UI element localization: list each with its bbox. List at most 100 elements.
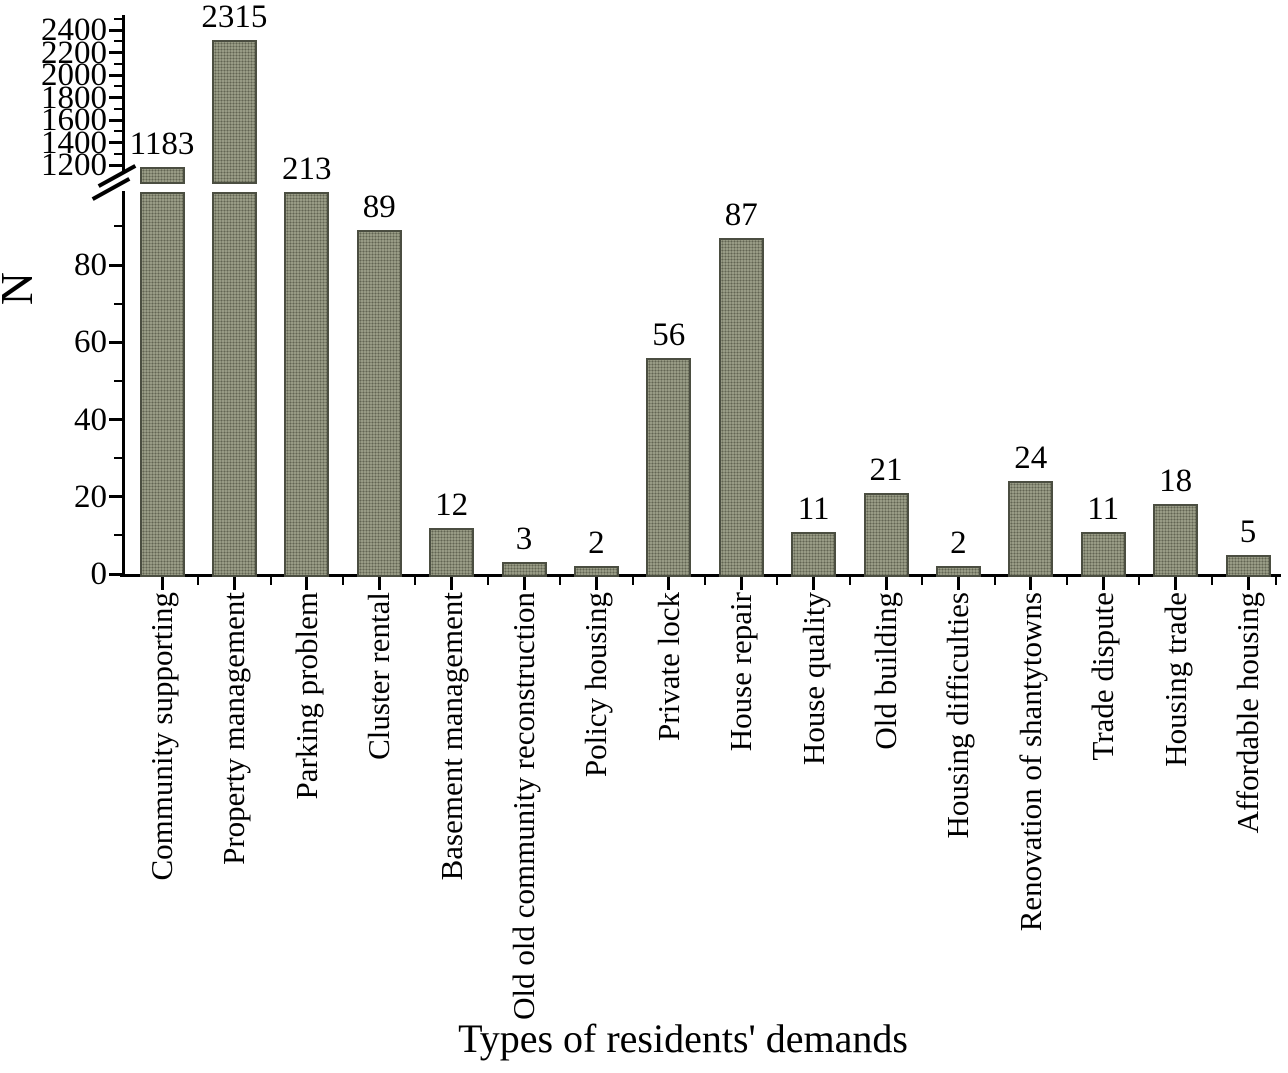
x-major-tick [232, 577, 236, 590]
y-minor-tick [114, 152, 122, 155]
y-major-tick [109, 141, 122, 144]
y-major-tick [109, 51, 122, 54]
x-minor-tick [1210, 577, 1213, 585]
x-minor-tick [631, 577, 634, 585]
x-major-tick [160, 577, 164, 590]
x-minor-tick [342, 577, 344, 585]
x-category-label: Private lock [650, 592, 686, 741]
x-major-tick [739, 577, 743, 590]
bar-segment [646, 357, 692, 577]
bar-segment [356, 230, 402, 577]
x-major-tick [522, 577, 526, 590]
y-tick-label: 60 [74, 324, 107, 361]
x-major-tick [450, 577, 454, 590]
x-minor-tick [993, 577, 996, 585]
y-minor-tick [114, 534, 122, 537]
bar-value-label: 11 [1087, 490, 1120, 527]
x-minor-tick [1138, 577, 1141, 585]
bar-segment [429, 527, 475, 577]
x-major-tick [1029, 577, 1033, 590]
x-major-tick [956, 577, 960, 590]
y-minor-tick [114, 40, 122, 43]
x-minor-tick [1275, 577, 1277, 585]
bar-segment [935, 566, 981, 577]
x-minor-tick [1066, 577, 1068, 585]
x-category-label: House repair [723, 592, 759, 752]
bar-value-label: 89 [362, 189, 396, 226]
x-category-label: Parking problem [288, 592, 324, 800]
x-minor-tick [704, 577, 706, 585]
bar-segment [211, 192, 257, 577]
bar-segment [718, 237, 764, 577]
y-major-tick [109, 118, 122, 122]
y-tick-label: 1200 [41, 147, 107, 183]
y-minor-tick [114, 17, 122, 20]
bar-value-label: 87 [724, 196, 758, 233]
y-tick-label: 0 [90, 556, 108, 592]
y-tick-label: 2000 [41, 57, 107, 93]
x-major-tick [305, 577, 309, 590]
x-category-label: Housing difficulties [940, 592, 976, 839]
bar-segment [139, 192, 185, 577]
x-category-label: Old building [868, 592, 903, 750]
x-category-label: Old old community reconstruction [506, 592, 541, 1020]
x-minor-tick [848, 577, 851, 585]
y-major-tick [109, 495, 122, 499]
x-category-label: Basement management [433, 592, 469, 881]
x-category-label: Renovation of shantytowns [1012, 592, 1048, 932]
bar-segment [501, 562, 547, 577]
y-minor-tick [114, 130, 122, 133]
y-major-tick [109, 263, 122, 267]
bar-segment [863, 492, 909, 577]
x-category-label: Community supporting [144, 592, 179, 881]
y-tick-label: 1400 [41, 124, 107, 161]
x-category-label: Policy housing [578, 592, 614, 778]
x-major-tick [884, 577, 888, 590]
y-tick-label: 80 [74, 247, 107, 283]
x-major-tick [1246, 577, 1250, 590]
y-major-tick [109, 418, 122, 421]
y-major-tick [109, 572, 122, 576]
x-minor-tick [486, 577, 489, 585]
bar-value-label: 18 [1159, 463, 1193, 500]
y-axis-line-lower [122, 191, 125, 577]
bar-segment [1008, 481, 1054, 577]
x-axis-line [120, 574, 1281, 577]
y-tick-label: 1600 [41, 102, 107, 138]
x-major-tick [812, 577, 816, 590]
bar-value-label: 24 [1014, 440, 1048, 477]
x-major-tick [667, 577, 671, 590]
x-axis-title: Types of residents' demands [458, 1016, 908, 1061]
bar-value-label: 11 [797, 490, 830, 527]
x-category-label: Property management [216, 592, 252, 865]
x-category-label: Cluster rental [361, 592, 397, 760]
bar-value-label: 12 [435, 486, 469, 523]
x-minor-tick [921, 577, 924, 585]
bar-value-label: 213 [282, 151, 332, 187]
x-minor-tick [197, 577, 200, 585]
bar-segment [211, 39, 257, 184]
x-category-label: Housing trade [1157, 592, 1193, 767]
bar-segment [1153, 504, 1199, 577]
bar-value-label: 3 [515, 521, 533, 558]
x-major-tick [1174, 577, 1178, 590]
bar-segment [1225, 554, 1271, 577]
x-minor-tick [269, 577, 272, 585]
y-major-tick [109, 340, 122, 344]
y-major-tick [109, 96, 122, 99]
x-minor-tick [776, 577, 779, 585]
y-axis-line-upper [122, 15, 125, 174]
x-category-label: Affordable housing [1230, 592, 1265, 834]
y-major-tick [109, 28, 122, 32]
y-tick-label: 40 [74, 401, 107, 438]
y-minor-tick [114, 302, 122, 305]
bar-value-label: 2315 [201, 0, 268, 35]
x-category-label: Trade dispute [1085, 592, 1121, 761]
y-tick-label: 1800 [41, 79, 107, 116]
bar-value-label: 56 [652, 316, 686, 353]
y-minor-tick [114, 379, 122, 382]
bar-segment [791, 531, 837, 577]
x-major-tick [1101, 577, 1105, 590]
y-tick-label: 2200 [41, 34, 107, 71]
